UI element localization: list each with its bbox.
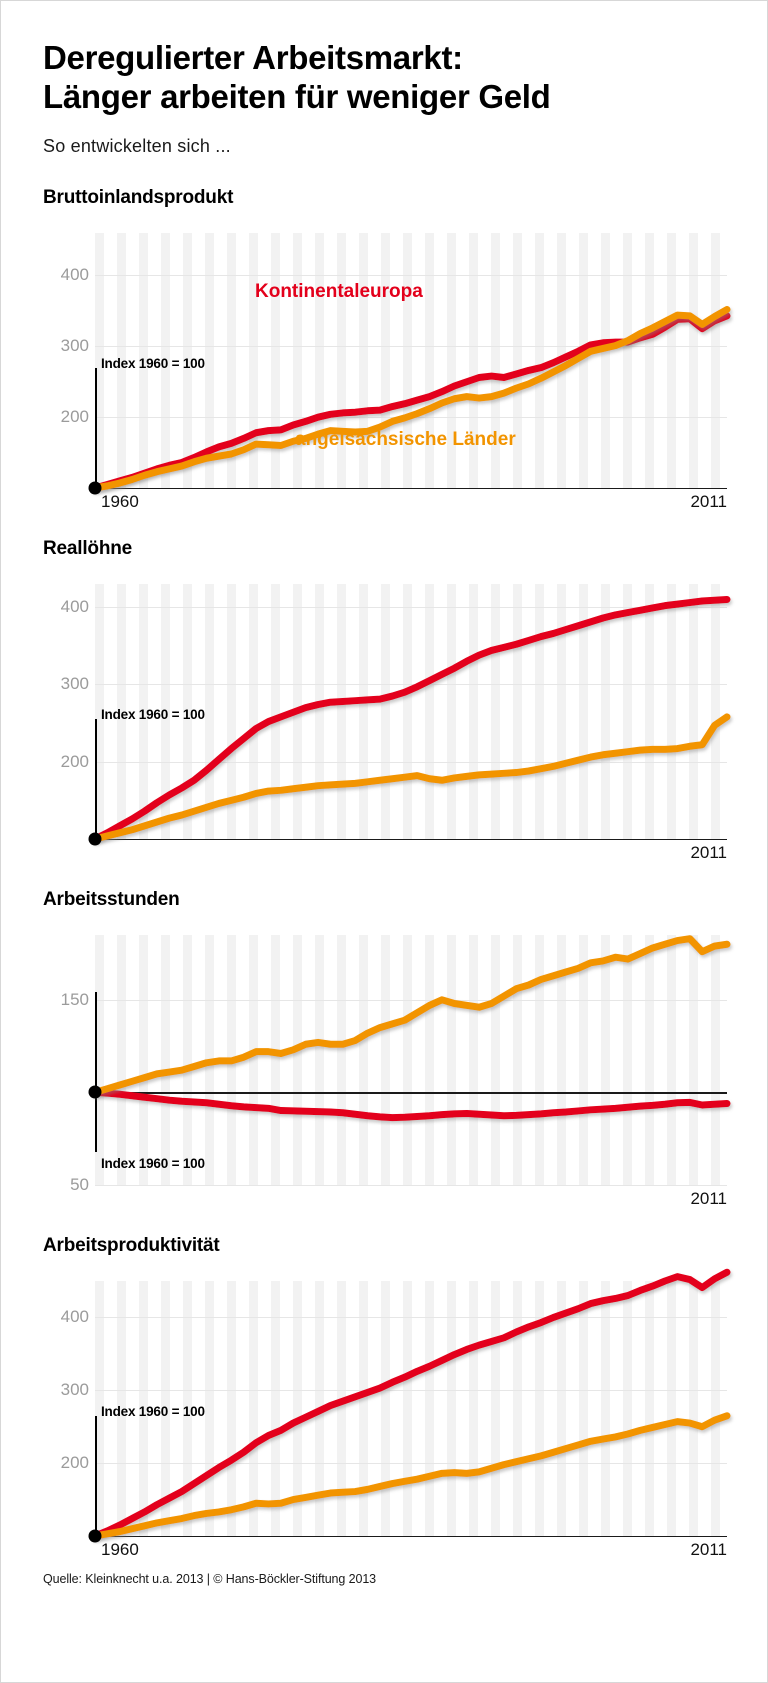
plot-area: 50 150 Index 1960 = 100 2011 (43, 934, 731, 1208)
y-tick-label: 300 (60, 674, 89, 694)
y-axis-line (95, 718, 97, 839)
gridline (95, 607, 727, 609)
y-tick-label: 200 (60, 1453, 89, 1473)
series-lines (91, 595, 731, 843)
origin-dot (88, 1085, 102, 1099)
gridline (95, 684, 727, 686)
gridline (95, 1463, 727, 1465)
chart-spacer (43, 839, 727, 863)
gridline (95, 275, 727, 277)
index-note: Index 1960 = 100 (101, 706, 205, 722)
chart-title: Arbeitsstunden (43, 888, 180, 910)
y-tick-label: 300 (60, 336, 89, 356)
chart-4: Arbeitsproduktivität 200 300 400 Index 1960 … (43, 1234, 731, 1560)
y-tick-label: 200 (60, 407, 89, 427)
series-line (91, 305, 731, 492)
series-line (91, 935, 731, 1096)
x-label-start: 1960 (101, 1539, 139, 1559)
gridline (95, 346, 727, 348)
chart-list: Bruttoinlandsprodukt 200 300 400 Index 1960 … (43, 186, 731, 1560)
x-label-end: 2011 (690, 1188, 727, 1208)
series-line (91, 595, 731, 843)
index-note: Index 1960 = 100 (101, 355, 205, 371)
chart-spacer (43, 488, 727, 512)
x-label-end: 2011 (690, 491, 727, 511)
y-tick-label: 400 (60, 1307, 89, 1327)
y-tick-label: 400 (60, 265, 89, 285)
index-note: Index 1960 = 100 (101, 1156, 205, 1172)
x-axis-line (95, 1535, 727, 1538)
chart-title: Reallöhne (43, 537, 132, 559)
origin-dot (88, 481, 102, 495)
title-line-1: Deregulierter Arbeitsmarkt: (43, 39, 463, 76)
x-axis-line (95, 487, 727, 490)
series-lines (91, 935, 731, 1121)
y-axis-line (95, 367, 97, 488)
index-note: Index 1960 = 100 (101, 1403, 205, 1419)
origin-dot (88, 832, 102, 846)
series-line (91, 713, 731, 843)
gridline (95, 1317, 727, 1319)
series-line (91, 1088, 731, 1121)
plot-area: 200 300 400 Index 1960 = 100 1960 2011 Kontine… (43, 232, 731, 511)
source-note: Quelle: Kleinknecht u.a. 2013 | © Hans-B… (43, 1572, 377, 1587)
chart-title: Bruttoinlandsprodukt (43, 186, 234, 208)
x-label-start: 1960 (101, 491, 139, 511)
gridline (95, 999, 727, 1001)
x-axis-line (95, 1092, 727, 1094)
series-line (91, 1268, 731, 1540)
chart-3: Arbeitsstunden 50 150 Index 1960 = 100 2011 (43, 888, 731, 1209)
chart-1: Bruttoinlandsprodukt 200 300 400 Index 1960 … (43, 186, 731, 512)
y-tick-label: 300 (60, 1380, 89, 1400)
x-label-end: 2011 (690, 842, 727, 862)
y-axis-line (95, 992, 97, 1153)
y-tick-label: 200 (60, 751, 89, 771)
page-subtitle: So entwickelten sich ... (43, 135, 231, 156)
series-lines (91, 1268, 731, 1540)
x-label-end: 2011 (690, 1539, 727, 1559)
chart-2: Reallöhne 200 300 400 Index 1960 = 100 2011 (43, 537, 731, 863)
chart-spacer (43, 1185, 727, 1209)
gridline (95, 1390, 727, 1392)
series-line (91, 1412, 731, 1540)
gridline (95, 1184, 727, 1186)
background-stripes (95, 1280, 727, 1536)
page-title: Deregulierter Arbeitsmarkt: Länger arbei… (43, 1, 727, 117)
plot-area: 200 300 400 Index 1960 = 100 1960 2011 (43, 1268, 731, 1559)
title-line-2: Länger arbeiten für weniger Geld (43, 77, 551, 115)
background-stripes (95, 583, 727, 839)
origin-dot (88, 1529, 102, 1543)
chart-title: Arbeitsproduktivität (43, 1234, 220, 1256)
gridline (95, 761, 727, 763)
y-tick-label: 150 (60, 989, 89, 1009)
background-stripes (95, 934, 727, 1185)
legend-kontinentaleuropa: Kontinentaleuropa (255, 280, 423, 302)
y-tick-label: 400 (60, 597, 89, 617)
x-axis-line (95, 838, 727, 841)
y-axis-line (95, 1415, 97, 1536)
chart-spacer (43, 1536, 727, 1560)
series-lines (91, 305, 731, 492)
legend-angelsaechsische-laender: angelsächsische Länder (295, 428, 516, 450)
plot-area: 200 300 400 Index 1960 = 100 2011 (43, 583, 731, 862)
y-tick-label: 50 (70, 1174, 89, 1194)
